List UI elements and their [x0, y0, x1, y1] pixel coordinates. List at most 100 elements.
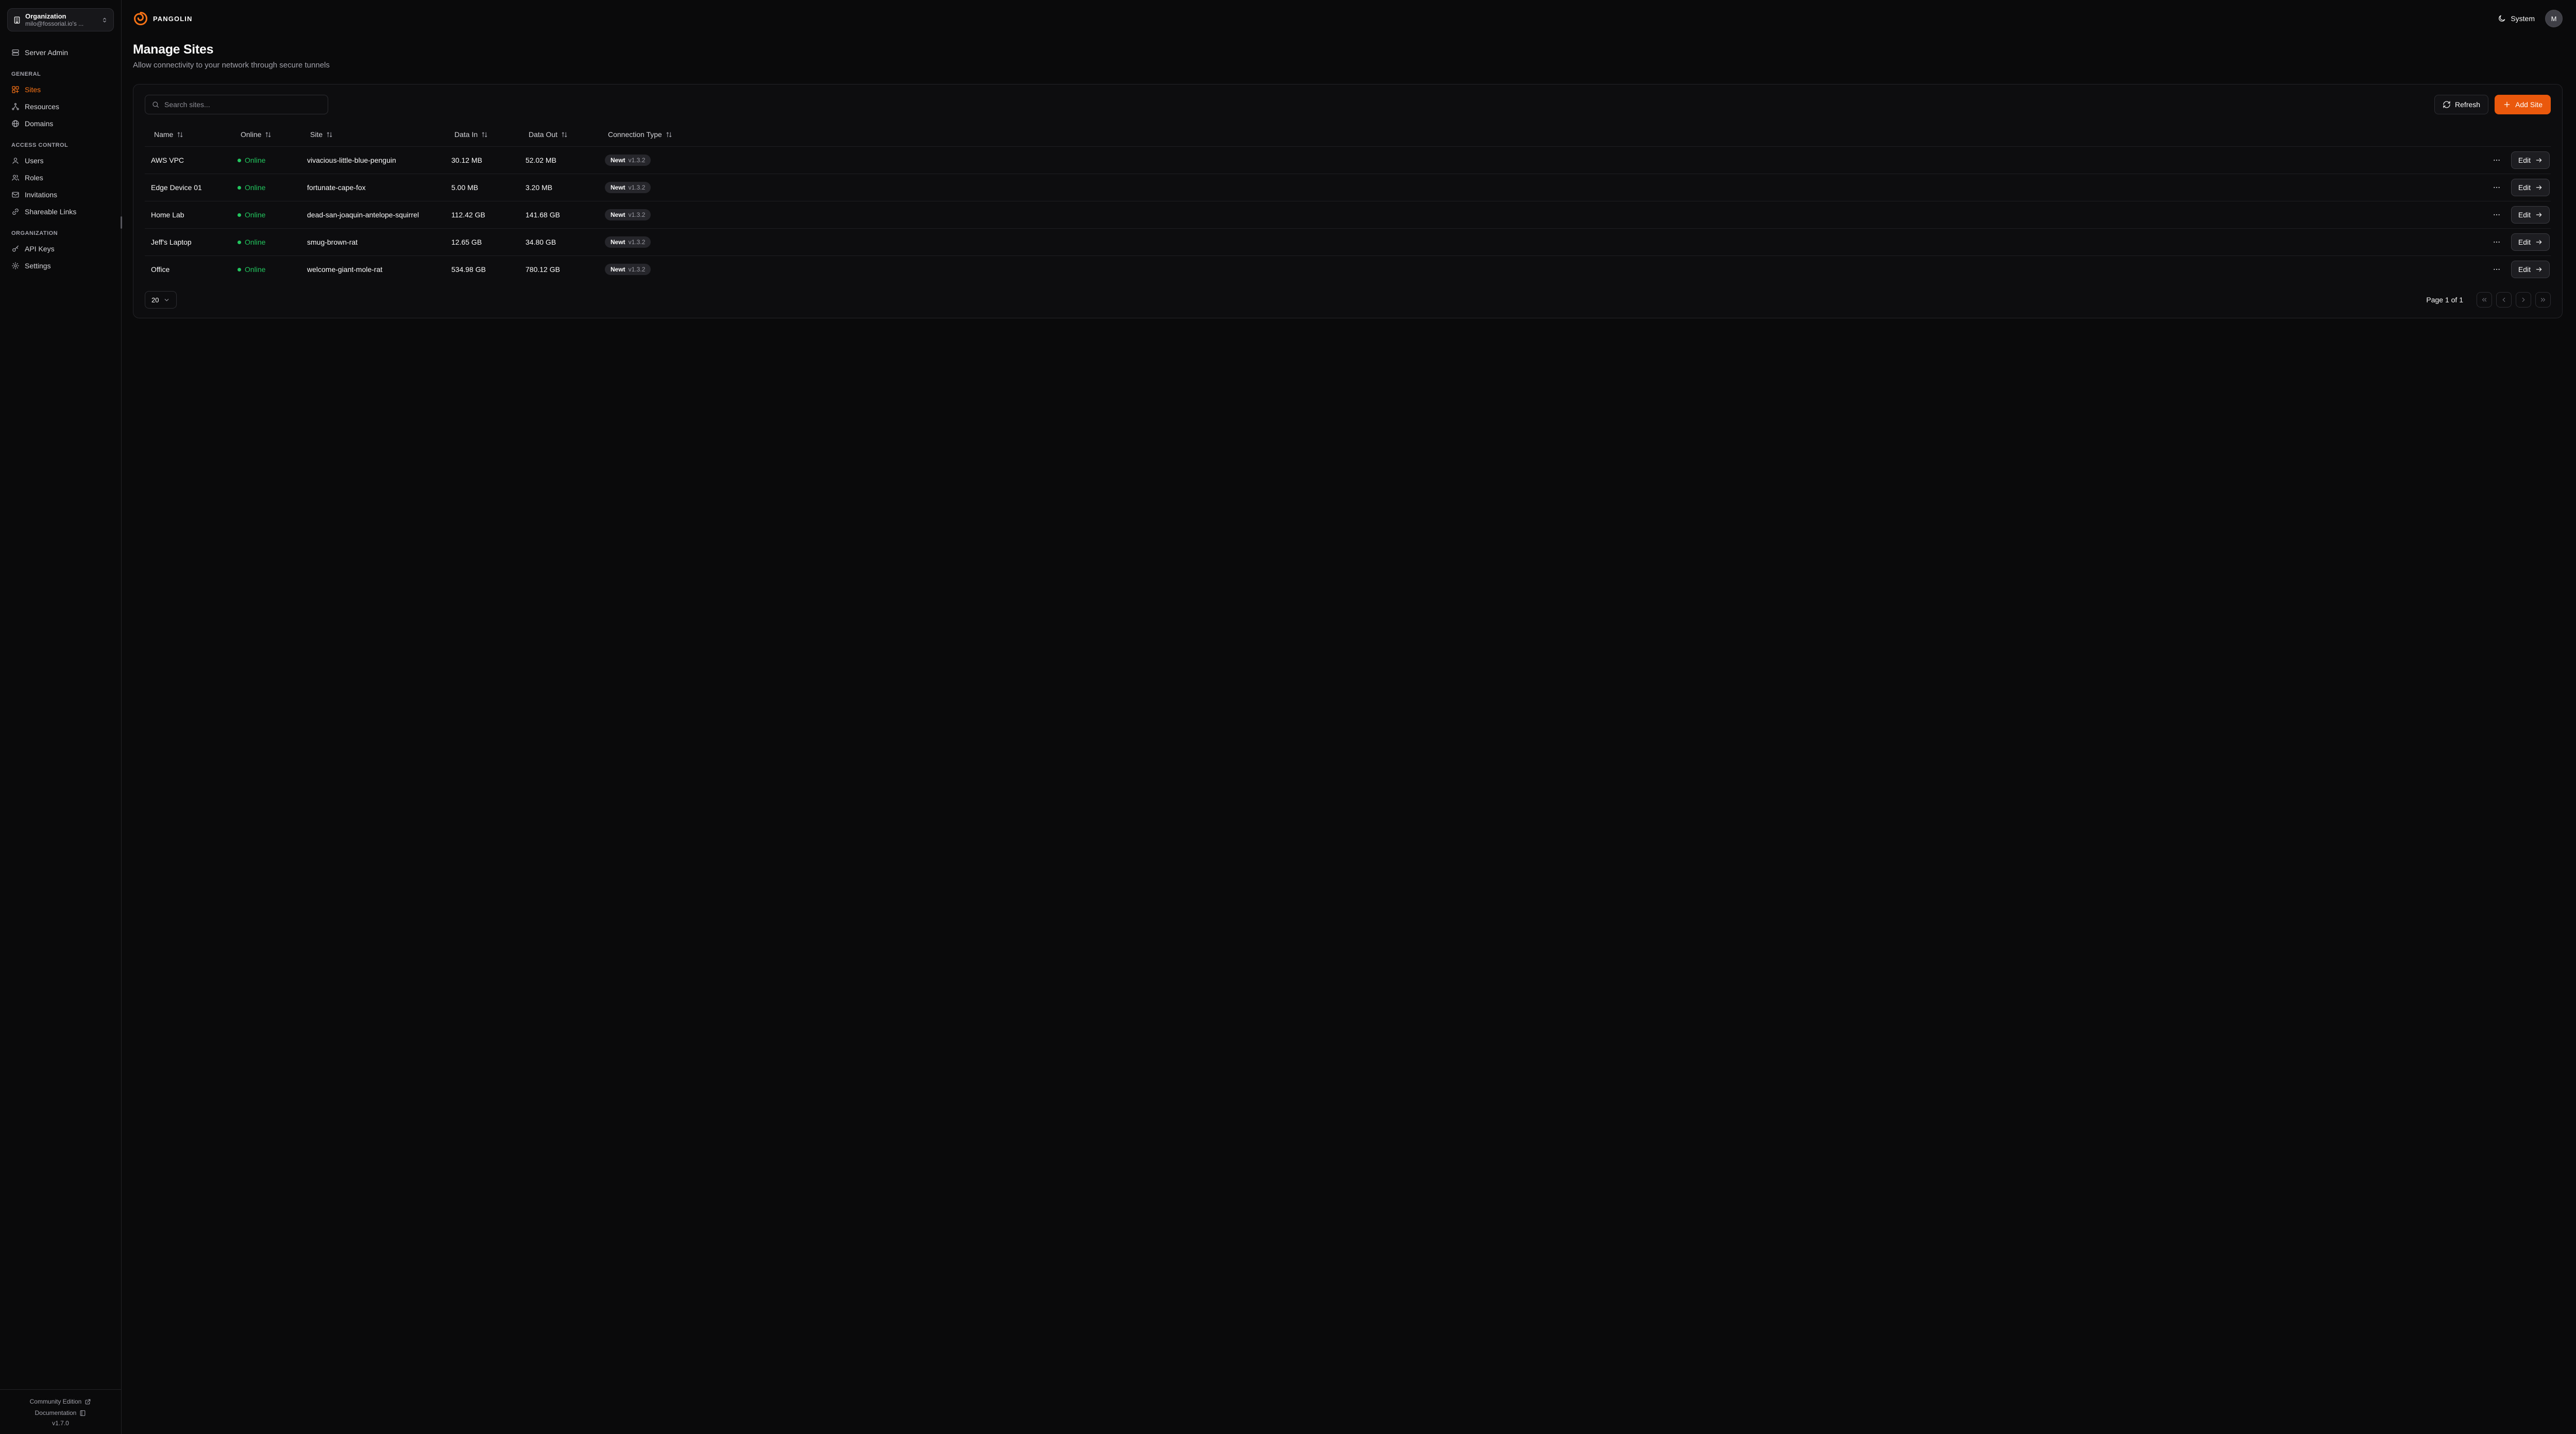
edit-button[interactable]: Edit: [2511, 179, 2550, 196]
add-site-label: Add Site: [2515, 100, 2543, 109]
row-menu-button[interactable]: [2490, 236, 2503, 248]
sort-icon: [327, 132, 332, 137]
documentation-link[interactable]: Documentation: [0, 1407, 121, 1419]
sidebar-item-label: Domains: [25, 119, 54, 128]
sidebar-item-label: Invitations: [25, 190, 58, 199]
column-header-online[interactable]: Online: [231, 130, 301, 139]
edit-label: Edit: [2518, 238, 2531, 246]
data-in-cell: 534.98 GB: [451, 265, 486, 274]
sidebar-resize-handle[interactable]: [121, 216, 122, 229]
sidebar-item-label: Server Admin: [25, 48, 69, 57]
community-edition-label: Community Edition: [29, 1398, 82, 1405]
refresh-button[interactable]: Refresh: [2434, 95, 2489, 114]
client-version: v1.3.2: [628, 157, 646, 164]
toolbar-actions: Refresh Add Site: [2434, 95, 2551, 114]
next-page-button[interactable]: [2516, 292, 2531, 308]
arrow-right-icon: [2536, 267, 2542, 272]
theme-toggle-button[interactable]: System: [2498, 14, 2535, 23]
edit-button[interactable]: Edit: [2511, 233, 2550, 251]
org-selector[interactable]: Organization milo@fossorial.io's ...: [7, 8, 114, 31]
ellipsis-icon: [2494, 268, 2500, 270]
row-actions: Edit: [717, 261, 2551, 278]
online-dot: [238, 185, 241, 190]
online-dot: [238, 267, 241, 271]
row-menu-button[interactable]: [2490, 263, 2503, 276]
avatar[interactable]: M: [2545, 10, 2563, 27]
site-slug-cell: dead-san-joaquin-antelope-squirrel: [307, 211, 419, 219]
table-row: Jeff's Laptop Online smug-brown-rat 12.6…: [145, 228, 2551, 255]
column-header-connection-type[interactable]: Connection Type: [599, 130, 717, 139]
first-page-button[interactable]: [2477, 292, 2492, 308]
edit-label: Edit: [2518, 211, 2531, 219]
org-subtitle: milo@fossorial.io's ...: [25, 20, 84, 27]
app-version: v1.7.0: [52, 1420, 69, 1427]
connection-type-cell: Newt v1.3.2: [599, 209, 717, 220]
sidebar-item-users[interactable]: Users: [7, 152, 114, 169]
site-slug-cell: vivacious-little-blue-penguin: [307, 156, 396, 164]
row-menu-button[interactable]: [2490, 181, 2503, 194]
online-dot: [238, 213, 241, 217]
connection-type-badge: Newt v1.3.2: [605, 209, 651, 220]
pagination: Page 1 of 1: [2426, 292, 2551, 308]
sidebar-item-settings[interactable]: Settings: [7, 257, 114, 274]
data-in-cell: 30.12 MB: [451, 156, 482, 164]
community-edition-link[interactable]: Community Edition: [0, 1396, 121, 1407]
table-row: Edge Device 01 Online fortunate-cape-fox…: [145, 174, 2551, 201]
online-label: Online: [245, 183, 266, 192]
client-name: Newt: [611, 266, 625, 273]
external-link-icon: [85, 1399, 91, 1404]
column-header-name[interactable]: Name: [145, 130, 231, 139]
column-header-site[interactable]: Site: [301, 130, 445, 139]
book-icon: [80, 1410, 86, 1416]
row-actions: Edit: [717, 206, 2551, 224]
sidebar-item-domains[interactable]: Domains: [7, 115, 114, 132]
sidebar-footer: Community Edition Documentation v1.7.0: [0, 1389, 121, 1434]
sidebar-item-invitations[interactable]: Invitations: [7, 186, 114, 203]
top-bar: PANGOLIN System M: [122, 0, 2576, 37]
org-title: Organization: [25, 12, 66, 20]
online-status-cell: Online: [231, 183, 301, 192]
edit-button[interactable]: Edit: [2511, 151, 2550, 169]
data-in-cell: 12.65 GB: [451, 238, 482, 246]
row-menu-button[interactable]: [2490, 209, 2503, 221]
online-label: Online: [245, 211, 266, 219]
data-in-cell: 112.42 GB: [451, 211, 485, 219]
sidebar-item-resources[interactable]: Resources: [7, 98, 114, 115]
edit-button[interactable]: Edit: [2511, 261, 2550, 278]
search-input[interactable]: [164, 100, 321, 109]
last-page-button[interactable]: [2535, 292, 2551, 308]
arrow-right-icon: [2536, 240, 2542, 245]
column-label: Data Out: [529, 130, 558, 139]
row-menu-button[interactable]: [2490, 154, 2503, 166]
mail-icon: [12, 192, 19, 197]
page-size-select[interactable]: 20: [145, 291, 177, 309]
previous-page-button[interactable]: [2496, 292, 2512, 308]
sidebar-item-server-admin[interactable]: Server Admin: [7, 44, 114, 61]
connection-type-badge: Newt v1.3.2: [605, 155, 651, 166]
online-label: Online: [245, 156, 266, 164]
site-name-cell: Home Lab: [151, 211, 184, 219]
online-label: Online: [245, 265, 266, 274]
chevrons-up-down-icon: [103, 18, 106, 22]
sidebar-item-roles[interactable]: Roles: [7, 169, 114, 186]
data-out-cell: 141.68 GB: [526, 211, 560, 219]
add-site-button[interactable]: Add Site: [2495, 95, 2551, 114]
key-icon: [12, 245, 19, 252]
column-header-data-out[interactable]: Data Out: [519, 130, 599, 139]
online-status-cell: Online: [231, 211, 301, 219]
page-title: Manage Sites: [133, 42, 214, 57]
column-label: Connection Type: [608, 130, 662, 139]
sidebar-item-sites[interactable]: Sites: [7, 81, 114, 98]
sidebar-item-api-keys[interactable]: API Keys: [7, 240, 114, 257]
top-right: System M: [2498, 10, 2563, 27]
data-out-cell: 52.02 MB: [526, 156, 556, 164]
building-icon: [14, 16, 20, 24]
ellipsis-icon: [2494, 241, 2500, 243]
column-header-data-in[interactable]: Data In: [445, 130, 519, 139]
edit-button[interactable]: Edit: [2511, 206, 2550, 224]
site-name-cell: Office: [151, 265, 170, 274]
sidebar-item-shareable-links[interactable]: Shareable Links: [7, 203, 114, 220]
ellipsis-icon: [2494, 159, 2500, 161]
chevrons-right-icon: [2540, 298, 2546, 302]
